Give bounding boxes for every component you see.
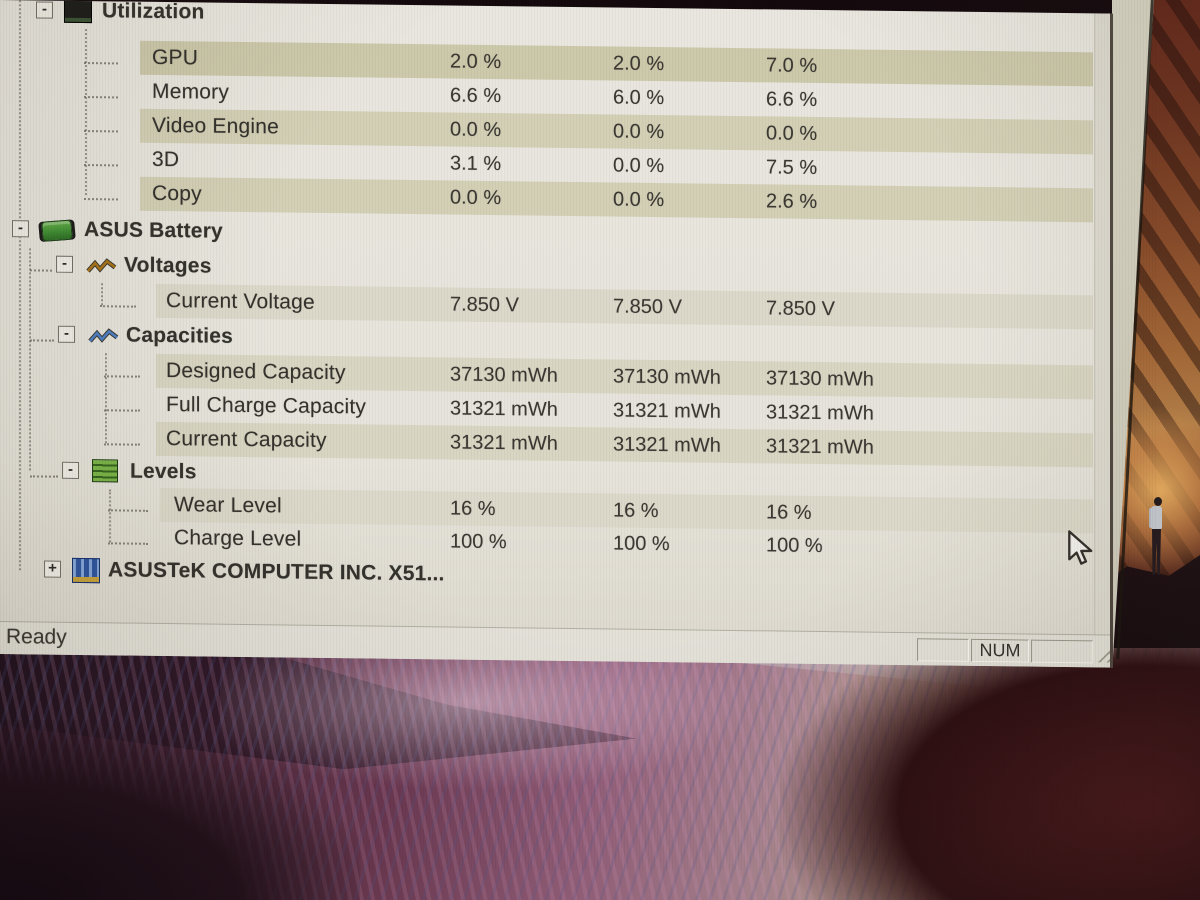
tree-branch-dots bbox=[84, 96, 118, 99]
utilization-icon bbox=[64, 0, 92, 24]
tree-row-utilization[interactable]: - Utilization bbox=[0, 0, 1094, 40]
row-value-col2: 31321 mWh bbox=[613, 399, 721, 423]
sensor-monitor-window: - Utilization GPU 2.0 % 2.0 % 7.0 % Memory 6.6 … bbox=[0, 0, 1113, 668]
row-value-col1: 3.1 % bbox=[450, 152, 502, 176]
row-label: Charge Level bbox=[174, 526, 302, 551]
row-value-col3: 2.6 % bbox=[766, 190, 818, 213]
status-ready-text: Ready bbox=[6, 625, 67, 649]
tree-branch-dots bbox=[30, 269, 52, 272]
row-value-col3: 100 % bbox=[766, 534, 823, 558]
row-value-col2: 2.0 % bbox=[613, 52, 665, 76]
tree-branch-dots bbox=[104, 375, 140, 378]
tree-branch-dots bbox=[84, 62, 118, 65]
row-label: Levels bbox=[130, 459, 197, 484]
levels-icon bbox=[92, 459, 118, 483]
row-label: Full Charge Capacity bbox=[166, 393, 367, 419]
mouse-cursor bbox=[1066, 530, 1096, 573]
row-value-col3: 6.6 % bbox=[766, 88, 818, 111]
tree-branch-dots bbox=[84, 130, 118, 133]
row-value-col2: 37130 mWh bbox=[613, 365, 721, 389]
row-value-col2: 16 % bbox=[613, 499, 659, 523]
row-value-col3: 31321 mWh bbox=[766, 401, 874, 425]
row-label: ASUSTeK COMPUTER INC. X51... bbox=[108, 558, 445, 586]
row-value-col1: 16 % bbox=[450, 497, 496, 521]
collapse-icon[interactable]: - bbox=[12, 219, 29, 238]
voltages-icon bbox=[86, 258, 117, 273]
row-value-col2: 0.0 % bbox=[613, 154, 665, 178]
row-label: ASUS Battery bbox=[84, 218, 223, 243]
battery-icon bbox=[41, 219, 73, 242]
row-label: Capacities bbox=[126, 323, 234, 348]
status-cell-empty-1 bbox=[917, 638, 969, 662]
tree-row-capacities[interactable]: - Capacities bbox=[0, 317, 1094, 364]
row-label: Current Capacity bbox=[166, 427, 327, 452]
row-value-col1: 6.6 % bbox=[450, 84, 502, 108]
tree-branch-dots bbox=[104, 443, 140, 446]
sensor-tree: - Utilization GPU 2.0 % 2.0 % 7.0 % Memory 6.6 … bbox=[0, 0, 1094, 586]
row-label: Memory bbox=[152, 79, 230, 104]
row-value-col2: 0.0 % bbox=[613, 188, 665, 212]
collapse-icon[interactable]: - bbox=[58, 325, 75, 343]
tree-branch-dots bbox=[108, 542, 148, 545]
tree-row-voltages[interactable]: - Voltages bbox=[0, 247, 1094, 294]
row-value-col3: 37130 mWh bbox=[766, 367, 874, 391]
wallpaper-dark-left bbox=[0, 720, 360, 900]
tree-branch-dots bbox=[104, 409, 140, 412]
vertical-scrollbar[interactable] bbox=[1094, 13, 1110, 636]
row-label: Utilization bbox=[102, 0, 205, 24]
tree-branch-dots bbox=[30, 339, 54, 342]
row-value-col2: 31321 mWh bbox=[613, 433, 721, 457]
row-label: Designed Capacity bbox=[166, 359, 346, 385]
tree-branch-dots bbox=[84, 198, 118, 201]
row-value-col3: 16 % bbox=[766, 501, 812, 524]
row-label: Copy bbox=[152, 181, 202, 206]
row-value-col1: 7.850 V bbox=[450, 293, 519, 317]
row-value-col3: 7.850 V bbox=[766, 297, 835, 321]
row-value-col1: 31321 mWh bbox=[450, 431, 558, 455]
row-value-col1: 2.0 % bbox=[450, 50, 502, 74]
row-value-col1: 0.0 % bbox=[450, 186, 502, 210]
resize-grip[interactable] bbox=[1093, 644, 1111, 662]
row-value-col3: 7.0 % bbox=[766, 54, 818, 77]
row-label: Voltages bbox=[124, 253, 212, 278]
tree-branch-dots bbox=[100, 305, 136, 308]
row-label: GPU bbox=[152, 45, 199, 70]
row-value-col3: 7.5 % bbox=[766, 156, 818, 179]
tree-branch-dots bbox=[108, 509, 148, 512]
row-value-col1: 100 % bbox=[450, 530, 507, 554]
row-label: Video Engine bbox=[152, 113, 279, 139]
row-value-col3: 0.0 % bbox=[766, 122, 818, 145]
status-num-indicator: NUM bbox=[971, 638, 1029, 663]
collapse-icon[interactable]: - bbox=[36, 1, 53, 19]
row-value-col1: 37130 mWh bbox=[450, 363, 558, 387]
row-value-col1: 0.0 % bbox=[450, 118, 502, 142]
row-value-col2: 100 % bbox=[613, 532, 670, 556]
row-value-col2: 0.0 % bbox=[613, 120, 665, 144]
expand-icon[interactable]: + bbox=[44, 560, 61, 578]
tree-branch-dots bbox=[30, 475, 58, 478]
row-label: Current Voltage bbox=[166, 289, 315, 314]
capacities-icon bbox=[88, 328, 119, 343]
row-label: Wear Level bbox=[174, 493, 282, 518]
collapse-icon[interactable]: - bbox=[62, 461, 79, 479]
tree-branch-dots bbox=[84, 164, 118, 167]
collapse-icon[interactable]: - bbox=[56, 255, 73, 273]
row-label: 3D bbox=[152, 147, 180, 172]
row-value-col3: 31321 mWh bbox=[766, 435, 874, 459]
row-value-col1: 31321 mWh bbox=[450, 397, 558, 421]
row-value-col2: 7.850 V bbox=[613, 295, 682, 319]
wallpaper-person-silhouette bbox=[1148, 497, 1168, 583]
status-cell-empty-2 bbox=[1031, 639, 1093, 664]
row-value-col2: 6.0 % bbox=[613, 86, 665, 110]
motherboard-icon bbox=[72, 557, 100, 584]
